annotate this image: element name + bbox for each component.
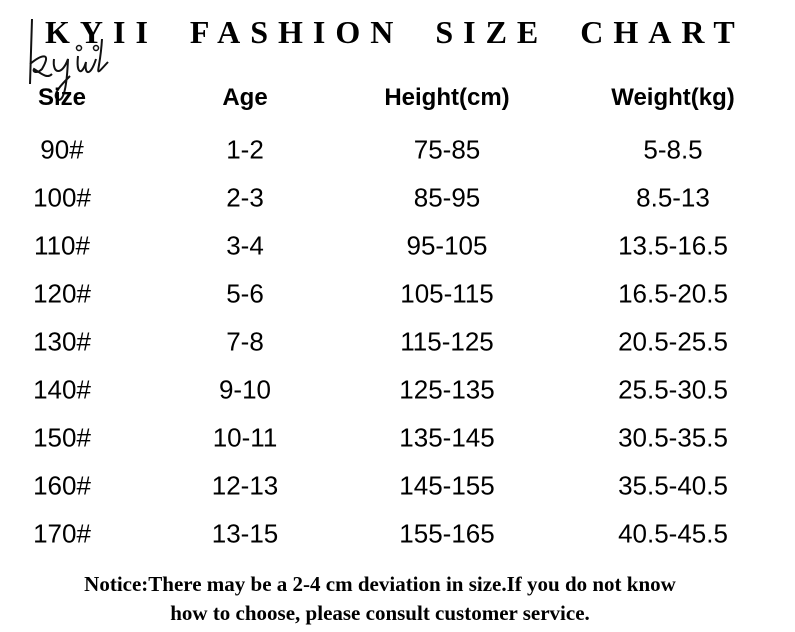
cell-weight: 25.5-30.5 — [618, 374, 728, 405]
cell-age: 9-10 — [218, 374, 272, 405]
cell-weight: 20.5-25.5 — [618, 326, 728, 357]
cell-height: 155-165 — [399, 518, 495, 549]
cell-size: 110# — [34, 230, 90, 261]
cell-height: 125-135 — [399, 374, 495, 405]
cell-height: 145-155 — [399, 470, 495, 501]
cell-size: 130# — [33, 326, 91, 357]
cell-weight: 16.5-20.5 — [618, 278, 728, 309]
cell-age: 7-8 — [226, 326, 264, 357]
notice-line-2: how to choose, please consult customer s… — [170, 601, 590, 625]
header-size: Size — [37, 84, 87, 111]
cell-weight: 13.5-16.5 — [618, 230, 728, 261]
cell-weight: 8.5-13 — [636, 182, 710, 213]
cell-size: 140# — [33, 374, 91, 405]
notice-line-1: Notice:There may be a 2-4 cm deviation i… — [84, 572, 676, 596]
cell-age: 2-3 — [226, 182, 264, 213]
cell-height: 75-85 — [413, 134, 481, 165]
cell-height: 135-145 — [399, 422, 495, 453]
cell-age: 3-4 — [226, 230, 264, 261]
cell-weight: 40.5-45.5 — [618, 518, 728, 549]
cell-height: 85-95 — [413, 182, 481, 213]
kyii-logo — [29, 18, 109, 101]
cell-size: 160# — [33, 470, 91, 501]
cell-weight: 5-8.5 — [643, 134, 703, 165]
cell-age: 10-11 — [212, 422, 278, 453]
cell-age: 12-13 — [211, 470, 279, 501]
cell-size: 100# — [33, 182, 91, 213]
cell-size: 120# — [33, 278, 91, 309]
cell-size: 90# — [40, 134, 84, 165]
cell-weight: 35.5-40.5 — [618, 470, 728, 501]
notice-text: Notice:There may be a 2-4 cm deviation i… — [0, 570, 760, 628]
cell-height: 95-105 — [406, 230, 488, 261]
cell-size: 170# — [33, 518, 91, 549]
cell-age: 13-15 — [211, 518, 279, 549]
header-weight: Weight(kg) — [611, 84, 735, 111]
cell-height: 105-115 — [400, 278, 494, 309]
cell-height: 115-125 — [400, 326, 494, 357]
header-age: Age — [222, 84, 268, 111]
cell-age: 5-6 — [226, 278, 264, 309]
cell-size: 150# — [33, 422, 91, 453]
cell-weight: 30.5-35.5 — [618, 422, 728, 453]
header-height: Height(cm) — [384, 84, 510, 111]
page-title: KYII FASHION SIZE CHART — [45, 14, 745, 50]
cell-age: 1-2 — [226, 134, 264, 165]
